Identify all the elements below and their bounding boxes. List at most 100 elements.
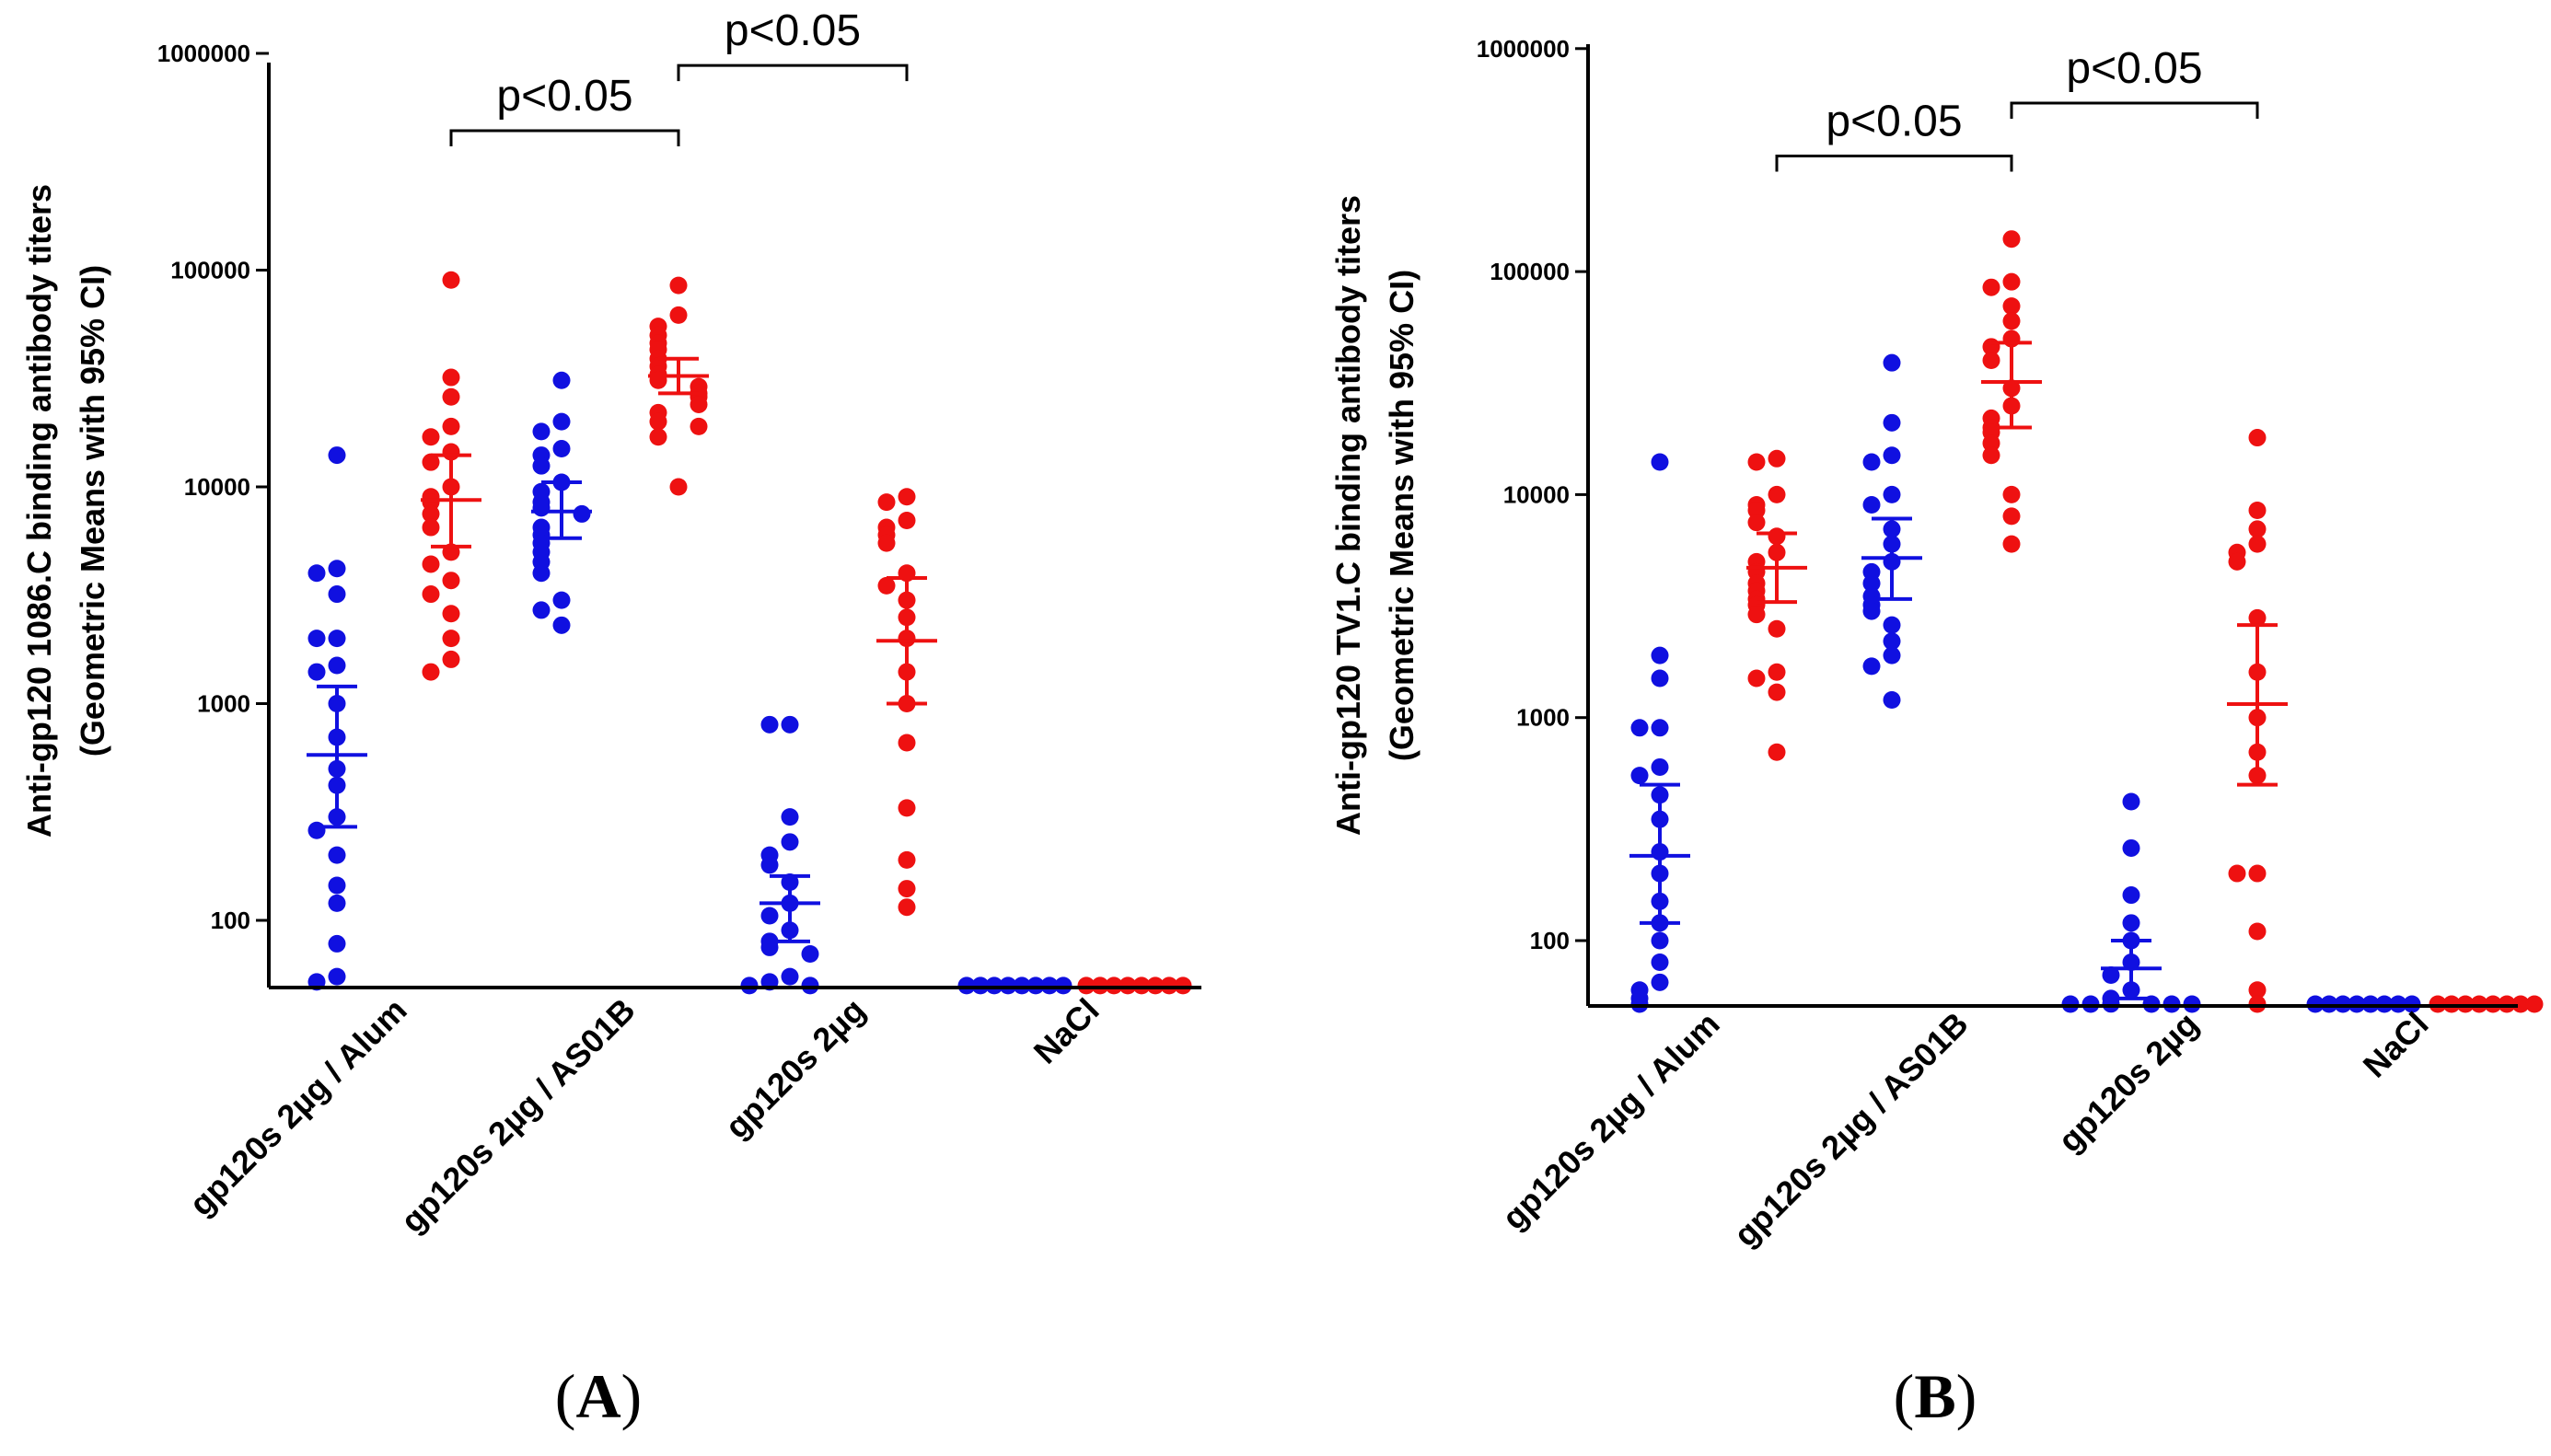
panel-b-data-point (1883, 646, 1901, 664)
panel-b-data-point (1883, 353, 1901, 372)
panel-a-ytick-label: 100000 (170, 257, 250, 284)
panel-b-data-point (2002, 297, 2021, 316)
panel-b-significance-label: p<0.05 (2066, 44, 2202, 93)
panel-b-label: (B) (1894, 1361, 1977, 1431)
panel-b-category-label: gp120s 2µg (2050, 1005, 2205, 1160)
panel-a-data-point (781, 967, 799, 986)
panel-a-data-point (1077, 976, 1096, 995)
panel-a-data-point (898, 511, 916, 529)
panel-a-data-point (801, 976, 819, 995)
panel-a-data-point (649, 428, 667, 446)
panel-b-series-1 (1746, 449, 1807, 761)
panel-a-data-point (760, 856, 779, 874)
panel-b-significance-bracket (2010, 101, 2259, 119)
panel-b-data-point (1768, 663, 1786, 681)
panel-b-data-point (1883, 632, 1901, 651)
panel-b-data-point (1862, 657, 1881, 676)
panel-a-data-point (898, 850, 916, 869)
panel-b-data-point (2102, 966, 2120, 985)
panel-a-category-label: NaCl (1026, 991, 1107, 1071)
panel-b-data-point (1630, 719, 1649, 737)
panel-a-series-5 (876, 488, 937, 917)
panel-a-series-0 (307, 446, 367, 991)
panel-a-data-point (422, 504, 440, 523)
panel-a-data-point (307, 821, 326, 839)
panel-b-series-4 (2061, 792, 2201, 1013)
panel-a-data-point (740, 976, 759, 995)
panel-a-data-point (552, 616, 571, 634)
panel-b-data-point (1747, 502, 1766, 520)
panel-b-data-point (2002, 485, 2021, 503)
panel-b-data-point (1747, 606, 1766, 624)
panel-b-data-point (1768, 743, 1786, 761)
panel-b-data-point (1862, 495, 1881, 514)
panel-a-data-point (1174, 976, 1192, 995)
panel-b-series-5 (2227, 429, 2288, 1013)
panel-b-data-point (1982, 278, 2000, 296)
panel-b-data-point (1768, 683, 1786, 701)
panel-a-data-point (1091, 976, 1109, 995)
panel-a-data-point (422, 518, 440, 537)
panel-a-data-point (328, 876, 346, 895)
panel-a-data-point (552, 412, 571, 431)
panel-b-data-point (1883, 616, 1901, 634)
panel-a-data-point (442, 630, 460, 648)
panel-a-data-point (669, 478, 688, 496)
panel-a-category-label: gp120s 2µg / AS01B (393, 991, 643, 1241)
panel-a-data-point (669, 276, 688, 295)
panel-a-data-point (328, 560, 346, 578)
panel-a-data-point (690, 395, 708, 413)
panel-b-data-point (1747, 514, 1766, 532)
panel-b-data-point (1651, 453, 1669, 471)
panel-b-data-point (1768, 449, 1786, 468)
panel-a-y-ticks: 100 1000 10000 100000 1000000 (157, 40, 269, 934)
panel-b-significance-bracket (1775, 154, 2013, 172)
panel-a-data-point (422, 428, 440, 446)
panel-a-data-point (957, 976, 976, 995)
panel-a-data-point (1160, 976, 1178, 995)
panel-b-data-point (1883, 485, 1901, 503)
panel-a-data-point (971, 976, 990, 995)
panel-a-data-point (442, 572, 460, 590)
panel-b-data-point (2002, 535, 2021, 553)
panel-b-data-point (2002, 312, 2021, 330)
panel-a-data-point (307, 630, 326, 648)
panel-a-data-point (552, 440, 571, 458)
panel-b-data-point (1768, 485, 1786, 503)
panel-b-data-point (1651, 669, 1669, 688)
panel-a-category-label: gp120s 2µg / Alum (182, 991, 414, 1223)
panel-a-data-point (442, 271, 460, 289)
panel-b-data-point (1883, 691, 1901, 710)
panel-a-significance-label: p<0.05 (725, 6, 861, 55)
panel-a-data-point (328, 967, 346, 986)
panel-a-data-point (1146, 976, 1165, 995)
panel-a-data-point (442, 605, 460, 623)
panel-a-data-point (552, 591, 571, 609)
panel-a-data-point (307, 564, 326, 583)
panel-a-data-point (532, 601, 551, 619)
panel-a-ytick-label: 100 (211, 907, 250, 934)
panel-b-data-point (2228, 552, 2246, 571)
panel-a-series-7 (1077, 976, 1192, 995)
panel-a-data-point (442, 387, 460, 406)
panel-a-data-point (898, 488, 916, 506)
panel-a-data-point (442, 368, 460, 387)
panel-a-data-point (877, 534, 896, 552)
panel-a-data-point (1119, 976, 1137, 995)
panel-a-data-point (1054, 976, 1073, 995)
panel-a-data-point (669, 306, 688, 324)
panel-a-chart: Anti-gp120 1086.C binding antibody titer… (20, 6, 1201, 1431)
panel-a-data-point (649, 412, 667, 431)
panel-b-ytick-label: 1000000 (1477, 35, 1570, 63)
panel-b-data-point (1982, 352, 2000, 370)
panel-a-label: (A) (555, 1361, 642, 1431)
panel-a-data-point (328, 934, 346, 953)
panel-b-data-point (2248, 520, 2267, 538)
panel-b-data-point (2248, 864, 2267, 883)
panel-a-data-point (573, 504, 591, 523)
panel-b-data-point (2122, 914, 2140, 932)
panel-b-data-point (2511, 995, 2530, 1013)
panel-b-data-point (1982, 434, 2000, 453)
panel-b-ytick-label: 100 (1530, 927, 1570, 954)
